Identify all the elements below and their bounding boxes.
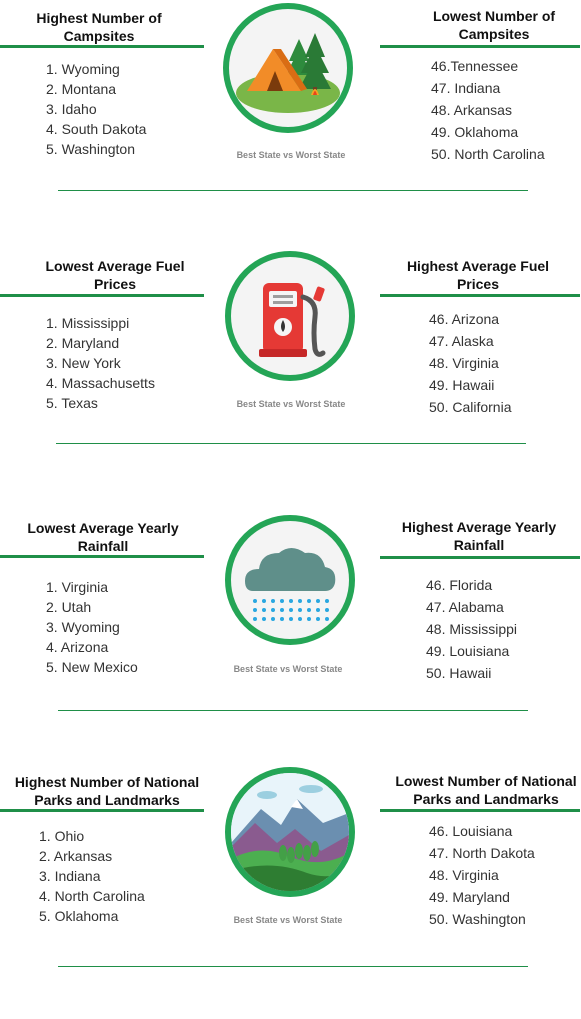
worst-states-list: 46. Louisiana 47. North Dakota 48. Virgi… (429, 820, 535, 930)
left-title-rule (0, 294, 204, 297)
section-divider (58, 966, 528, 967)
list-item: 2. Arkansas (39, 846, 145, 866)
list-item: 2. Montana (46, 79, 146, 99)
right-title: Highest Average Fuel Prices (400, 257, 556, 293)
list-item: 3. Idaho (46, 99, 146, 119)
list-item: 50. North Carolina (431, 143, 545, 165)
left-title-rule (0, 45, 204, 48)
list-item: 47. Indiana (431, 77, 545, 99)
list-item: 48. Arkansas (431, 99, 545, 121)
list-item: 48. Virginia (429, 864, 535, 886)
list-item: 49. Oklahoma (431, 121, 545, 143)
list-item: 5. New Mexico (46, 657, 138, 677)
left-title-rule (0, 809, 204, 812)
left-title: Lowest Average Fuel Prices (40, 257, 190, 293)
left-title: Highest Number of Campsites (20, 9, 178, 45)
list-item: 1. Virginia (46, 577, 138, 597)
list-item: 5. Oklahoma (39, 906, 145, 926)
best-states-list: 1. Virginia 2. Utah 3. Wyoming 4. Arizon… (46, 577, 138, 677)
fuel-section: Lowest Average Fuel Prices 1. Mississipp… (0, 250, 581, 450)
list-item: 2. Utah (46, 597, 138, 617)
rainfall-section: Lowest Average Yearly Rainfall 1. Virgin… (0, 512, 581, 712)
right-title-rule (380, 294, 580, 297)
worst-states-list: 46. Florida 47. Alabama 48. Mississippi … (426, 574, 517, 684)
national-parks-section: Highest Number of National Parks and Lan… (0, 766, 581, 966)
section-divider (58, 190, 528, 191)
right-title: Highest Average Yearly Rainfall (394, 518, 564, 554)
fuel-pump-icon (225, 251, 355, 381)
caption: Best State vs Worst State (211, 150, 371, 160)
list-item: 5. Washington (46, 139, 146, 159)
list-item: 47. North Dakota (429, 842, 535, 864)
list-item: 4. Arizona (46, 637, 138, 657)
right-title-rule (380, 45, 580, 48)
right-title-rule (380, 809, 580, 812)
right-title: Lowest Number of National Parks and Land… (392, 772, 580, 808)
campsite-tent-icon (223, 3, 353, 133)
list-item: 49. Louisiana (426, 640, 517, 662)
mountain-landscape-icon (225, 767, 355, 897)
worst-states-list: 46. Arizona 47. Alaska 48. Virginia 49. … (429, 308, 512, 418)
right-title-rule (380, 556, 580, 559)
section-divider (58, 710, 528, 711)
caption: Best State vs Worst State (208, 664, 368, 674)
list-item: 50. California (429, 396, 512, 418)
list-item: 46. Louisiana (429, 820, 535, 842)
best-states-list: 1. Ohio 2. Arkansas 3. Indiana 4. North … (39, 826, 145, 926)
list-item: 49. Hawaii (429, 374, 512, 396)
list-item: 46. Arizona (429, 308, 512, 330)
rain-cloud-icon (225, 515, 355, 645)
list-item: 48. Virginia (429, 352, 512, 374)
list-item: 4. North Carolina (39, 886, 145, 906)
worst-states-list: 46.Tennessee 47. Indiana 48. Arkansas 49… (431, 55, 545, 165)
list-item: 3. Wyoming (46, 617, 138, 637)
list-item: 2. Maryland (46, 333, 155, 353)
list-item: 4. Massachusetts (46, 373, 155, 393)
list-item: 47. Alaska (429, 330, 512, 352)
list-item: 46.Tennessee (431, 55, 545, 77)
list-item: 5. Texas (46, 393, 155, 413)
list-item: 47. Alabama (426, 596, 517, 618)
left-title: Lowest Average Yearly Rainfall (18, 519, 188, 555)
section-divider (56, 443, 526, 444)
campsites-section: Highest Number of Campsites 1. Wyoming 2… (0, 0, 581, 200)
list-item: 49. Maryland (429, 886, 535, 908)
caption: Best State vs Worst State (208, 915, 368, 925)
caption: Best State vs Worst State (211, 399, 371, 409)
left-title-rule (0, 555, 204, 558)
list-item: 1. Ohio (39, 826, 145, 846)
list-item: 1. Mississippi (46, 313, 155, 333)
list-item: 3. New York (46, 353, 155, 373)
list-item: 46. Florida (426, 574, 517, 596)
left-title: Highest Number of National Parks and Lan… (8, 773, 206, 809)
list-item: 1. Wyoming (46, 59, 146, 79)
list-item: 50. Washington (429, 908, 535, 930)
list-item: 3. Indiana (39, 866, 145, 886)
best-states-list: 1. Wyoming 2. Montana 3. Idaho 4. South … (46, 59, 146, 159)
best-states-list: 1. Mississippi 2. Maryland 3. New York 4… (46, 313, 155, 413)
list-item: 50. Hawaii (426, 662, 517, 684)
list-item: 48. Mississippi (426, 618, 517, 640)
list-item: 4. South Dakota (46, 119, 146, 139)
right-title: Lowest Number of Campsites (414, 7, 574, 43)
